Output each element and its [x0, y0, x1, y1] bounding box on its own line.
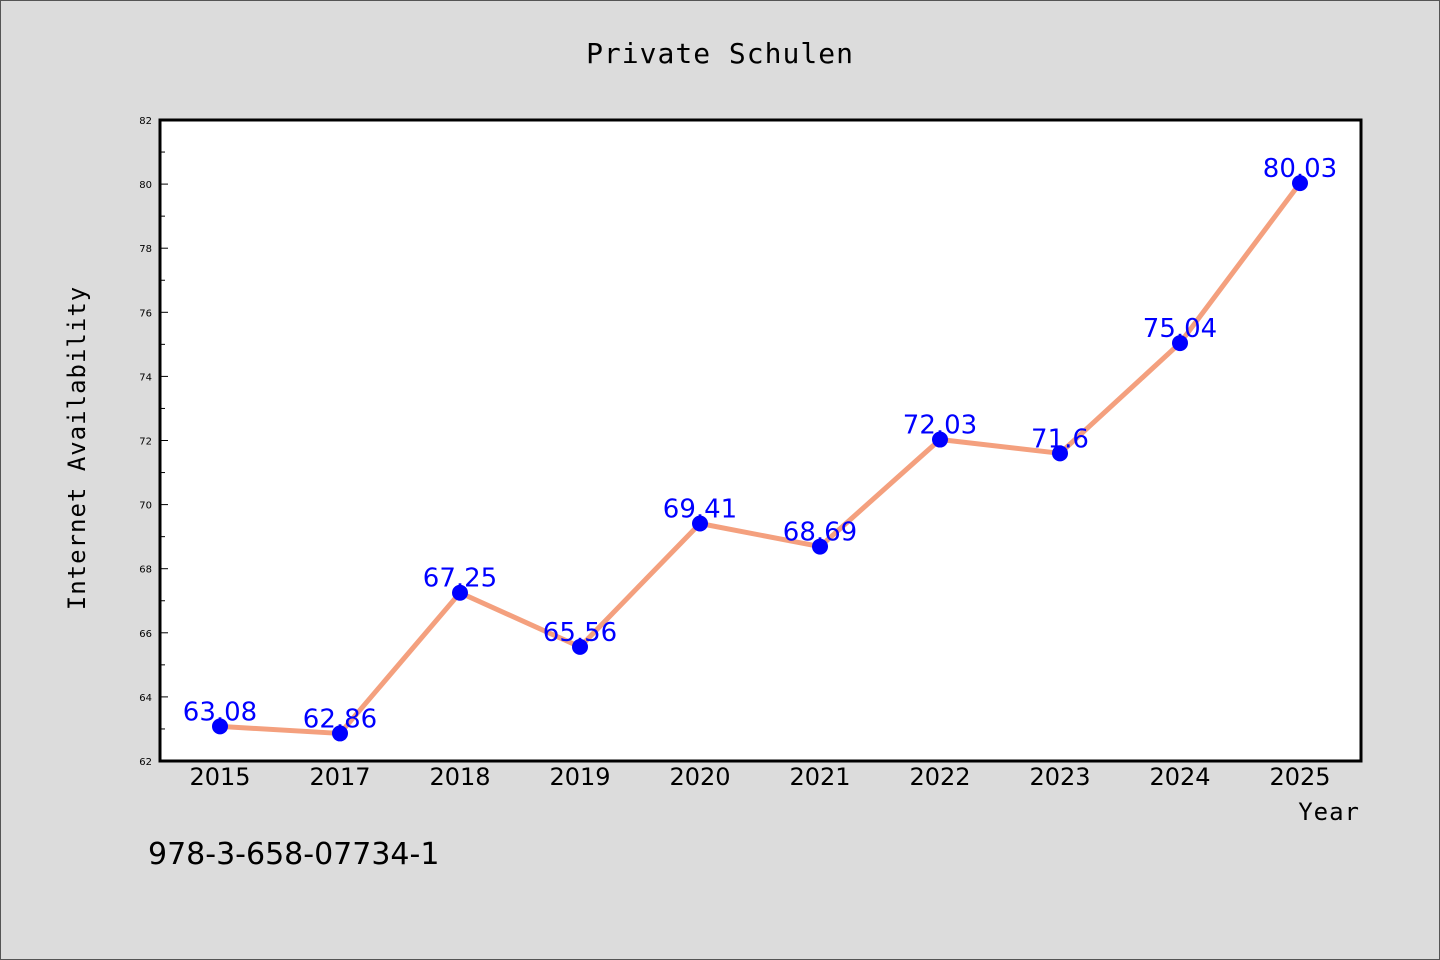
- x-axis-title: Year: [1298, 798, 1360, 826]
- chart-title: Private Schulen: [586, 37, 854, 70]
- data-label: 69.41: [663, 495, 737, 525]
- y-tick-label: 74: [139, 372, 152, 383]
- data-point: [692, 515, 708, 532]
- data-label: 67.25: [423, 564, 497, 594]
- data-label: 62.86: [303, 704, 377, 734]
- y-tick-label: 82: [139, 116, 152, 127]
- x-tick-label: 2018: [429, 763, 490, 791]
- data-label: 75.04: [1143, 314, 1217, 344]
- x-axis: 2015 2017 2018 2019 2020 2021 2022 2023 2024 2025: [189, 763, 1330, 791]
- y-tick-label: 72: [139, 437, 152, 448]
- y-tick-label: 68: [139, 565, 152, 576]
- data-point: [452, 584, 468, 601]
- data-point: [1172, 335, 1188, 352]
- data-point: [1292, 175, 1308, 192]
- data-label: 63.08: [183, 697, 257, 727]
- plot-area: [158, 118, 1363, 763]
- x-tick-label: 2017: [309, 763, 370, 791]
- y-tick-label: 64: [139, 693, 152, 704]
- y-tick-label: 78: [139, 244, 152, 255]
- y-axis-title: Internet Availability: [63, 286, 91, 610]
- data-label: 68.69: [783, 518, 857, 548]
- x-tick-label: 2021: [789, 763, 850, 791]
- isbn-annotation: 978-3-658-07734-1: [148, 837, 439, 872]
- x-tick-label: 2024: [1149, 763, 1210, 791]
- data-point: [812, 538, 828, 555]
- y-tick-label: 76: [139, 308, 152, 319]
- x-tick-label: 2020: [669, 763, 730, 791]
- y-axis: 62 64 66 68 70 72 74 76 78 80 82: [139, 116, 168, 768]
- data-point: [1052, 445, 1068, 462]
- data-label: 65.56: [543, 618, 617, 648]
- x-tick-label: 2015: [189, 763, 250, 791]
- series-line: [219, 181, 1302, 736]
- data-label: 72.03: [903, 411, 977, 441]
- data-label: 71.6: [1031, 424, 1089, 454]
- x-tick-label: 2022: [909, 763, 970, 791]
- y-tick-label: 66: [139, 629, 152, 640]
- x-tick-label: 2023: [1029, 763, 1090, 791]
- series-group: [212, 175, 1308, 742]
- data-label: 80.03: [1263, 154, 1337, 184]
- y-tick-label: 70: [139, 501, 152, 512]
- data-point: [932, 431, 948, 448]
- data-point: [332, 725, 348, 742]
- y-tick-label: 62: [139, 757, 152, 768]
- data-point: [572, 638, 588, 655]
- data-point: [212, 718, 228, 735]
- x-tick-label: 2025: [1269, 763, 1330, 791]
- data-labels: 63.08 62.86 67.25 65.56 69.41 68.69 72.03 71.6 7…: [183, 154, 1337, 734]
- y-tick-label: 80: [139, 180, 152, 191]
- x-tick-label: 2019: [549, 763, 610, 791]
